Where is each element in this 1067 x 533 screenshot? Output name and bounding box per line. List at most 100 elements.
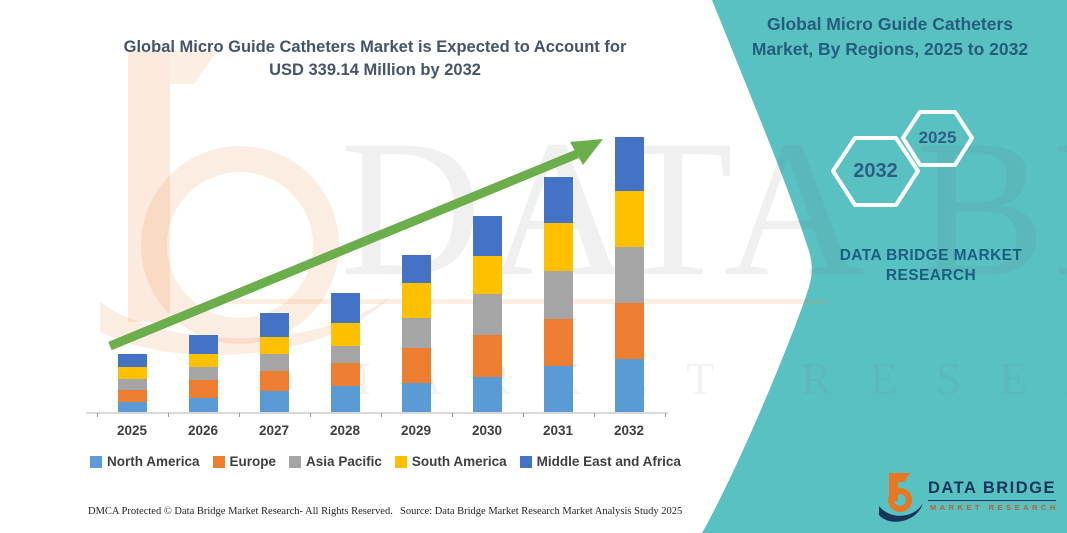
dbmr-logo-icon xyxy=(879,473,923,522)
bar-segment-north-america-2026 xyxy=(188,398,218,413)
x-axis-label-2027: 2027 xyxy=(258,423,290,438)
hexagon-badges-icon xyxy=(831,110,974,207)
stacked-bar-2028 xyxy=(330,293,360,413)
chart-title-line2: USD 339.14 Million by 2032 xyxy=(269,61,481,79)
bar-segment-asia-pacific-2030 xyxy=(472,294,502,335)
legend-item-south-america: South America xyxy=(394,454,507,469)
bar-segment-south-america-2026 xyxy=(188,354,218,367)
brand-text: DATA BRIDGE MARKET RESEARCH xyxy=(826,246,1036,286)
legend: North America Europe Asia Pacific South Ame… xyxy=(90,454,690,469)
axis-tick xyxy=(167,413,169,417)
x-axis-label-2028: 2028 xyxy=(329,423,361,438)
logo-name: DATA BRIDGE xyxy=(928,479,1057,501)
bar-segment-north-america-2029 xyxy=(401,383,431,413)
x-axis-label-2030: 2030 xyxy=(471,423,503,438)
bar-segment-europe-2026 xyxy=(188,380,218,398)
bar-segment-south-america-2029 xyxy=(401,283,431,318)
bar-segment-north-america-2030 xyxy=(472,377,502,413)
bar-segment-asia-pacific-2027 xyxy=(259,354,289,371)
bar-segment-south-america-2030 xyxy=(472,256,502,294)
brand-text-line1: DATA BRIDGE MARKET xyxy=(839,247,1023,264)
stacked-bar-2030 xyxy=(472,216,502,413)
bar-segment-asia-pacific-2032 xyxy=(614,247,644,303)
bar-segment-south-america-2032 xyxy=(614,191,644,247)
legend-label-europe: Europe xyxy=(229,454,277,469)
x-axis-label-2029: 2029 xyxy=(400,423,432,438)
x-axis-label-2025: 2025 xyxy=(116,423,148,438)
legend-label-asia-pacific: Asia Pacific xyxy=(306,454,382,469)
x-axis-label-2031: 2031 xyxy=(542,423,574,438)
hexagon-2032-label: 2032 xyxy=(853,160,898,182)
bar-segment-middle-east-and-africa-2027 xyxy=(259,313,289,337)
footer-dmca: DMCA Protected © Data Bridge Market Rese… xyxy=(88,506,393,517)
legend-label-north-america: North America xyxy=(107,454,200,469)
bar-segment-europe-2025 xyxy=(117,390,147,402)
legend-item-middle-east-and-africa: Middle East and Africa xyxy=(519,454,681,469)
bar-segment-europe-2027 xyxy=(259,371,289,391)
bar-segment-north-america-2025 xyxy=(117,402,147,413)
legend-label-middle-east-and-africa: Middle East and Africa xyxy=(536,454,681,469)
legend-swatch-south-america xyxy=(394,455,407,468)
axis-tick xyxy=(238,413,240,417)
bar-segment-middle-east-and-africa-2028 xyxy=(330,293,360,323)
axis-tick xyxy=(522,413,524,417)
logo-watermark-icon xyxy=(100,50,392,356)
bar-segment-north-america-2032 xyxy=(614,359,644,413)
stacked-bar-2027 xyxy=(259,313,289,413)
logo-tagline: MARKET RESEARCH xyxy=(930,503,1059,512)
bar-segment-middle-east-and-africa-2030 xyxy=(472,216,502,256)
legend-item-asia-pacific: Asia Pacific xyxy=(289,454,382,469)
bar-segment-asia-pacific-2029 xyxy=(401,318,431,348)
x-axis-label-2026: 2026 xyxy=(187,423,219,438)
stacked-bar-2025 xyxy=(117,354,147,413)
bar-segment-south-america-2031 xyxy=(543,223,573,271)
legend-swatch-middle-east-and-africa xyxy=(519,455,532,468)
bar-segment-south-america-2025 xyxy=(117,367,147,379)
panel-heading-line1: Global Micro Guide Catheters xyxy=(766,14,1014,34)
bar-segment-europe-2031 xyxy=(543,319,573,366)
bar-segment-asia-pacific-2025 xyxy=(117,379,147,390)
bar-segment-europe-2032 xyxy=(614,303,644,359)
bar-segment-middle-east-and-africa-2032 xyxy=(614,137,644,191)
axis-tick xyxy=(96,413,98,417)
bar-segment-europe-2030 xyxy=(472,335,502,377)
legend-item-europe: Europe xyxy=(212,454,277,469)
stacked-bar-2032 xyxy=(614,137,644,413)
hexagon-2025-label: 2025 xyxy=(918,128,957,147)
bar-segment-south-america-2028 xyxy=(330,323,360,346)
bar-segment-asia-pacific-2031 xyxy=(543,271,573,319)
bar-segment-middle-east-and-africa-2031 xyxy=(543,177,573,223)
x-axis-line xyxy=(86,412,668,414)
bar-segment-north-america-2028 xyxy=(330,386,360,413)
legend-swatch-europe xyxy=(212,455,225,468)
chart-title: Global Micro Guide Catheters Market is E… xyxy=(95,36,655,82)
bar-segment-north-america-2031 xyxy=(543,366,573,413)
legend-item-north-america: North America xyxy=(90,454,200,469)
bar-segment-north-america-2027 xyxy=(259,391,289,413)
panel-heading: Global Micro Guide Catheters Market, By … xyxy=(742,12,1038,62)
axis-tick xyxy=(380,413,382,417)
stacked-bar-2029 xyxy=(401,255,431,413)
bar-segment-middle-east-and-africa-2025 xyxy=(117,354,147,367)
axis-tick xyxy=(309,413,311,417)
axis-tick xyxy=(451,413,453,417)
legend-swatch-north-america xyxy=(90,455,102,468)
axis-tick xyxy=(593,413,595,417)
bar-segment-europe-2029 xyxy=(401,348,431,383)
legend-swatch-asia-pacific xyxy=(289,455,302,468)
bar-segment-europe-2028 xyxy=(330,363,360,386)
bar-segment-asia-pacific-2026 xyxy=(188,367,218,380)
bar-segment-middle-east-and-africa-2029 xyxy=(401,255,431,283)
x-axis-label-2032: 2032 xyxy=(613,423,645,438)
brand-text-line2: RESEARCH xyxy=(885,267,977,284)
bar-segment-middle-east-and-africa-2026 xyxy=(188,335,218,354)
panel-heading-line2: Market, By Regions, 2025 to 2032 xyxy=(751,39,1029,59)
bar-segment-south-america-2027 xyxy=(259,337,289,354)
legend-label-south-america: South America xyxy=(411,454,507,469)
stacked-bar-2026 xyxy=(188,335,218,413)
stacked-bar-2031 xyxy=(543,177,573,413)
bar-segment-asia-pacific-2028 xyxy=(330,346,360,363)
